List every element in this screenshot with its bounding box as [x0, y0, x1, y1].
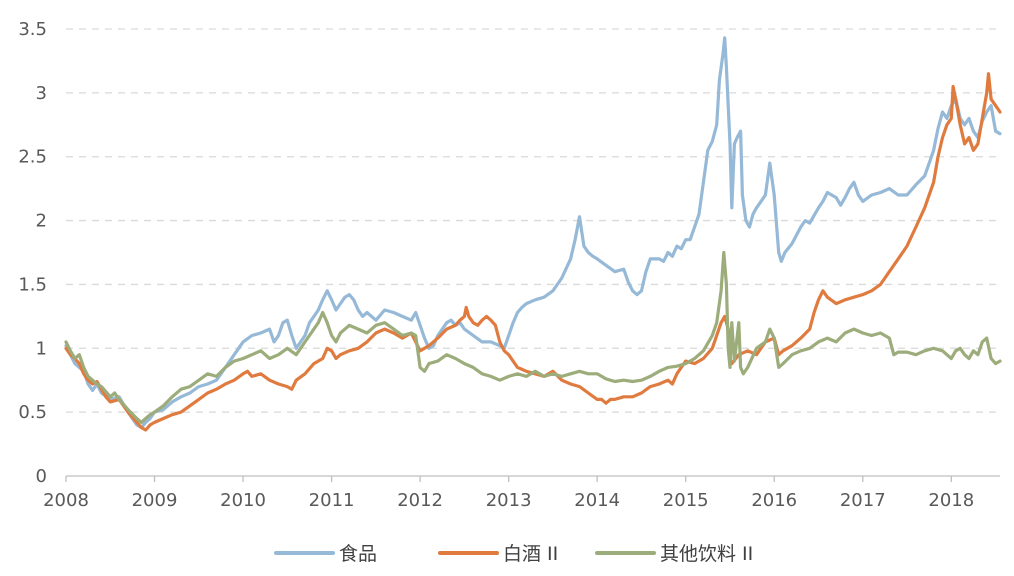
- y-tick-label: 2.5: [18, 147, 47, 168]
- series-layer: [64, 36, 1002, 432]
- x-tick-label: 2013: [486, 490, 532, 511]
- legend-label-1: 食品: [339, 543, 377, 565]
- y-tick-label: 2: [36, 211, 47, 232]
- x-tick-label: 2016: [751, 490, 797, 511]
- legend-label-2: 白酒 II: [503, 543, 558, 565]
- y-tick-label: 0: [36, 466, 47, 487]
- x-tick-label: 2008: [43, 490, 89, 511]
- x-tick-label: 2018: [928, 490, 974, 511]
- x-tick-label: 2011: [309, 490, 355, 511]
- y-tick-label: 0.5: [18, 402, 47, 423]
- series-line-1: [64, 36, 1002, 430]
- x-tick-label: 2009: [132, 490, 178, 511]
- grid-layer: [66, 28, 1000, 413]
- legend-label-3: 其他饮料 II: [660, 543, 753, 565]
- legend: 食品 白酒 II 其他饮料 II: [274, 543, 753, 565]
- x-tick-label: 2012: [397, 490, 443, 511]
- x-tick-label: 2017: [840, 490, 886, 511]
- y-tick-label: 1: [36, 338, 47, 359]
- y-tick-label: 1.5: [18, 274, 47, 295]
- series-line-3: [64, 250, 1002, 424]
- axis-layer: 0 0.5 1 1.5 2 2.5 3 3.5 2008 2009 2010 2011 2012 2013…: [18, 19, 1000, 511]
- x-tick-label: 2010: [220, 490, 266, 511]
- x-tick-label: 2015: [663, 490, 709, 511]
- x-tick-label: 2014: [574, 490, 620, 511]
- y-tick-label: 3: [36, 83, 47, 104]
- series-line-2: [64, 72, 1002, 432]
- y-tick-label: 3.5: [18, 19, 47, 40]
